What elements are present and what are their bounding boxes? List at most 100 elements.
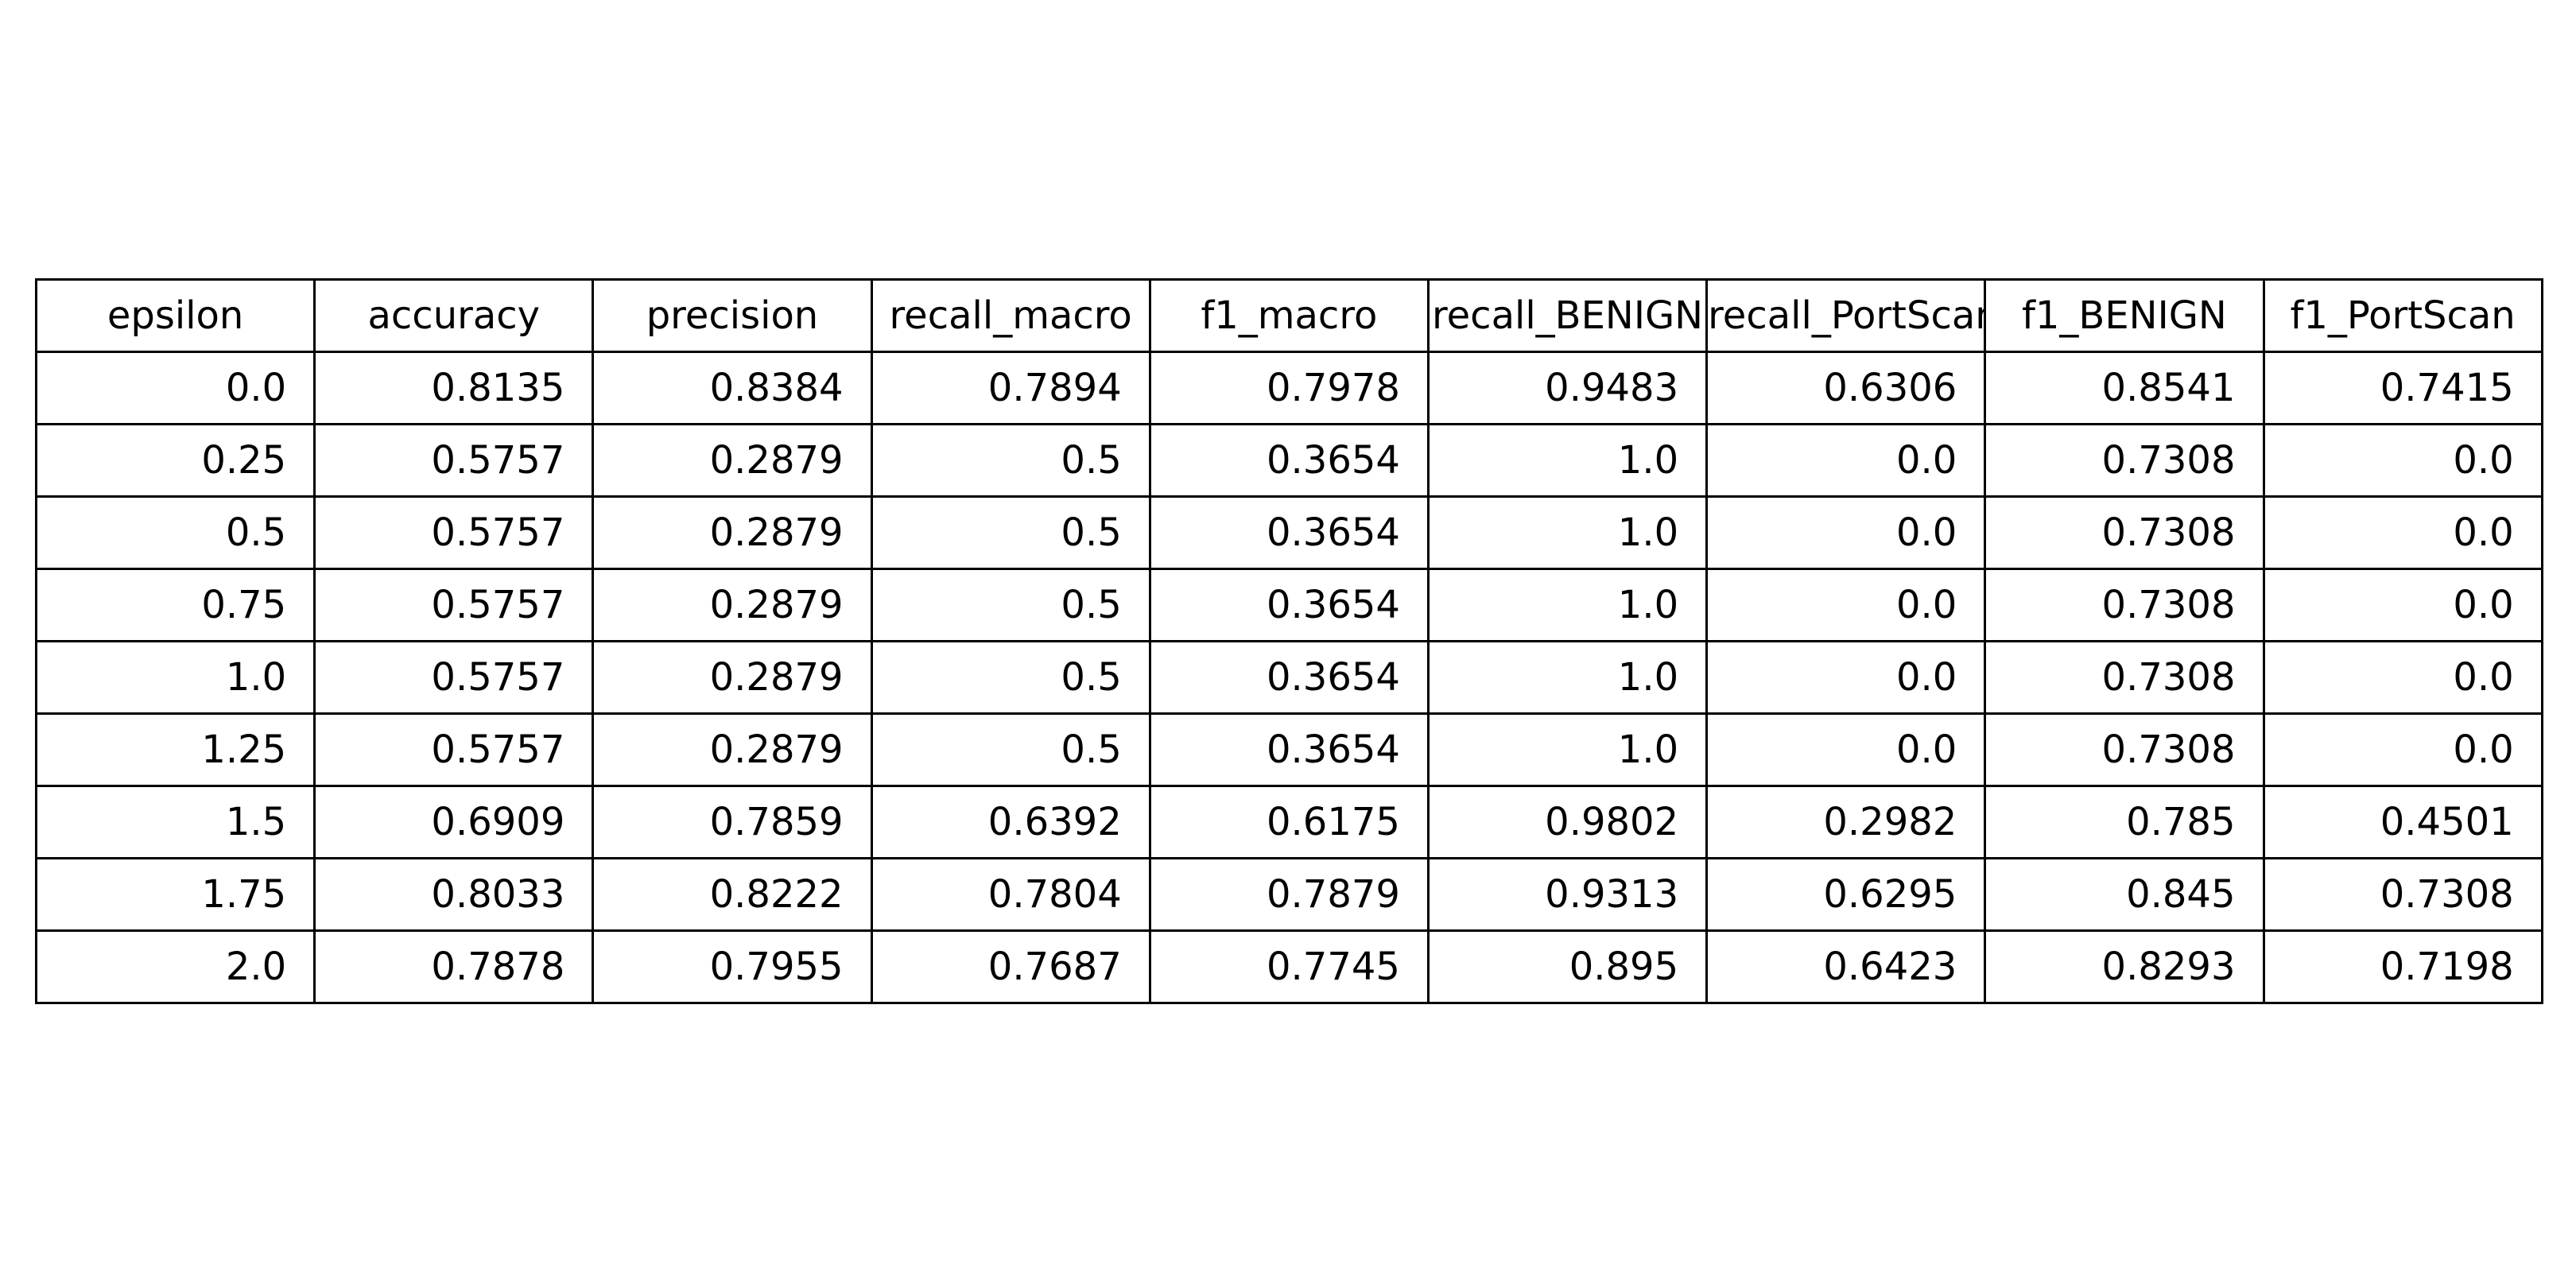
table-cell-recall-benign: 0.9313 <box>1426 857 1709 932</box>
table-cell-f1-benign: 0.8293 <box>1984 929 2265 1004</box>
table-row: 0.5 0.5757 0.2879 0.5 0.3654 1.0 0.0 0.7308 0.0 <box>34 495 2543 570</box>
table-cell-precision: 0.7859 <box>592 785 873 859</box>
table-cell-recall-portscan: 0.0 <box>1705 712 1987 787</box>
table-cell-f1-macro: 0.7978 <box>1148 351 1430 425</box>
table-row: 1.25 0.5757 0.2879 0.5 0.3654 1.0 0.0 0.7308 0.0 <box>34 712 2543 787</box>
column-header-recall-macro: recall_macro <box>870 278 1151 353</box>
table-cell-recall-macro: 0.5 <box>870 568 1151 642</box>
table-cell-precision: 0.2879 <box>592 712 873 787</box>
column-header-f1-benign: f1_BENIGN <box>1984 278 2265 353</box>
table-cell-f1-portscan: 0.0 <box>2262 568 2543 642</box>
table-cell-f1-benign: 0.785 <box>1984 785 2265 859</box>
table-cell-f1-macro: 0.7879 <box>1148 857 1430 932</box>
table-cell-accuracy: 0.8135 <box>313 351 595 425</box>
table-cell-recall-benign: 1.0 <box>1426 423 1709 498</box>
table-cell-precision: 0.2879 <box>592 640 873 715</box>
table-row: 0.0 0.8135 0.8384 0.7894 0.7978 0.9483 0.6306 0… <box>34 351 2543 425</box>
table-cell-recall-benign: 1.0 <box>1426 712 1709 787</box>
table-cell-f1-portscan: 0.0 <box>2262 640 2543 715</box>
table-cell-recall-portscan: 0.6295 <box>1705 857 1987 932</box>
table-cell-recall-portscan: 0.0 <box>1705 568 1987 642</box>
table-cell-accuracy: 0.5757 <box>313 495 595 570</box>
table-cell-accuracy: 0.8033 <box>313 857 595 932</box>
table-cell-recall-portscan: 0.6423 <box>1705 929 1987 1004</box>
table-cell-recall-macro: 0.5 <box>870 495 1151 570</box>
table-cell-f1-benign: 0.7308 <box>1984 568 2265 642</box>
column-header-recall-portscan: recall_PortScan <box>1705 278 1987 353</box>
table-cell-precision: 0.2879 <box>592 423 873 498</box>
table-cell-recall-portscan: 0.0 <box>1705 640 1987 715</box>
table-cell-recall-portscan: 0.6306 <box>1705 351 1987 425</box>
table-cell-recall-macro: 0.7894 <box>870 351 1151 425</box>
metrics-table: epsilon accuracy precision recall_macro f1_m… <box>34 278 2543 1004</box>
table-row: 0.25 0.5757 0.2879 0.5 0.3654 1.0 0.0 0.7308 0.0 <box>34 423 2543 498</box>
column-header-f1-macro: f1_macro <box>1148 278 1430 353</box>
table-cell-recall-portscan: 0.2982 <box>1705 785 1987 859</box>
table-cell-f1-benign: 0.7308 <box>1984 495 2265 570</box>
table-row: 1.0 0.5757 0.2879 0.5 0.3654 1.0 0.0 0.7308 0.0 <box>34 640 2543 715</box>
table-cell-f1-portscan: 0.0 <box>2262 712 2543 787</box>
table-row: 1.75 0.8033 0.8222 0.7804 0.7879 0.9313 0.6295… <box>34 857 2543 932</box>
table-cell-recall-macro: 0.6392 <box>870 785 1151 859</box>
table-cell-f1-portscan: 0.7308 <box>2262 857 2543 932</box>
table-row: 1.5 0.6909 0.7859 0.6392 0.6175 0.9802 0.2982 0… <box>34 785 2543 859</box>
table-body: 0.0 0.8135 0.8384 0.7894 0.7978 0.9483 0.6306 0… <box>34 351 2543 1004</box>
table-cell-recall-portscan: 0.0 <box>1705 495 1987 570</box>
table-cell-accuracy: 0.5757 <box>313 423 595 498</box>
table-cell-f1-macro: 0.3654 <box>1148 423 1430 498</box>
table-cell-epsilon: 0.5 <box>34 495 316 570</box>
table-cell-precision: 0.8384 <box>592 351 873 425</box>
table-cell-accuracy: 0.5757 <box>313 712 595 787</box>
table-cell-epsilon: 0.75 <box>34 568 316 642</box>
table-cell-recall-macro: 0.7687 <box>870 929 1151 1004</box>
table-cell-f1-portscan: 0.0 <box>2262 423 2543 498</box>
table-cell-f1-portscan: 0.7198 <box>2262 929 2543 1004</box>
table-cell-recall-macro: 0.5 <box>870 423 1151 498</box>
table-cell-f1-benign: 0.845 <box>1984 857 2265 932</box>
column-header-accuracy: accuracy <box>313 278 595 353</box>
table-cell-recall-benign: 0.895 <box>1426 929 1709 1004</box>
table-cell-accuracy: 0.5757 <box>313 568 595 642</box>
table-cell-epsilon: 1.5 <box>34 785 316 859</box>
table-cell-precision: 0.2879 <box>592 568 873 642</box>
table-cell-f1-portscan: 0.7415 <box>2262 351 2543 425</box>
table-row: 2.0 0.7878 0.7955 0.7687 0.7745 0.895 0.6423 0.… <box>34 929 2543 1004</box>
table-cell-precision: 0.8222 <box>592 857 873 932</box>
table-cell-f1-macro: 0.3654 <box>1148 640 1430 715</box>
table-cell-epsilon: 1.75 <box>34 857 316 932</box>
table-cell-f1-portscan: 0.4501 <box>2262 785 2543 859</box>
table-cell-accuracy: 0.7878 <box>313 929 595 1004</box>
table-cell-recall-macro: 0.7804 <box>870 857 1151 932</box>
table-cell-recall-macro: 0.5 <box>870 640 1151 715</box>
table-cell-f1-macro: 0.7745 <box>1148 929 1430 1004</box>
table-cell-epsilon: 0.25 <box>34 423 316 498</box>
table-cell-f1-benign: 0.7308 <box>1984 423 2265 498</box>
table-cell-epsilon: 1.25 <box>34 712 316 787</box>
table-cell-recall-benign: 1.0 <box>1426 495 1709 570</box>
table-cell-epsilon: 2.0 <box>34 929 316 1004</box>
table-cell-accuracy: 0.5757 <box>313 640 595 715</box>
table-cell-recall-benign: 1.0 <box>1426 568 1709 642</box>
table-cell-f1-portscan: 0.0 <box>2262 495 2543 570</box>
table-cell-f1-benign: 0.7308 <box>1984 640 2265 715</box>
column-header-f1-portscan: f1_PortScan <box>2262 278 2543 353</box>
column-header-recall-benign: recall_BENIGN <box>1426 278 1709 353</box>
table-cell-epsilon: 0.0 <box>34 351 316 425</box>
table-cell-f1-macro: 0.3654 <box>1148 495 1430 570</box>
table-cell-epsilon: 1.0 <box>34 640 316 715</box>
table-cell-f1-benign: 0.8541 <box>1984 351 2265 425</box>
table-cell-recall-benign: 1.0 <box>1426 640 1709 715</box>
column-header-epsilon: epsilon <box>34 278 316 353</box>
table-cell-f1-macro: 0.6175 <box>1148 785 1430 859</box>
table-cell-accuracy: 0.6909 <box>313 785 595 859</box>
table-cell-recall-portscan: 0.0 <box>1705 423 1987 498</box>
table-cell-f1-macro: 0.3654 <box>1148 712 1430 787</box>
column-header-precision: precision <box>592 278 873 353</box>
table-cell-recall-benign: 0.9802 <box>1426 785 1709 859</box>
table-header-row: epsilon accuracy precision recall_macro f1_m… <box>34 278 2543 353</box>
table-cell-f1-macro: 0.3654 <box>1148 568 1430 642</box>
table-cell-recall-macro: 0.5 <box>870 712 1151 787</box>
table-cell-precision: 0.7955 <box>592 929 873 1004</box>
table-cell-precision: 0.2879 <box>592 495 873 570</box>
